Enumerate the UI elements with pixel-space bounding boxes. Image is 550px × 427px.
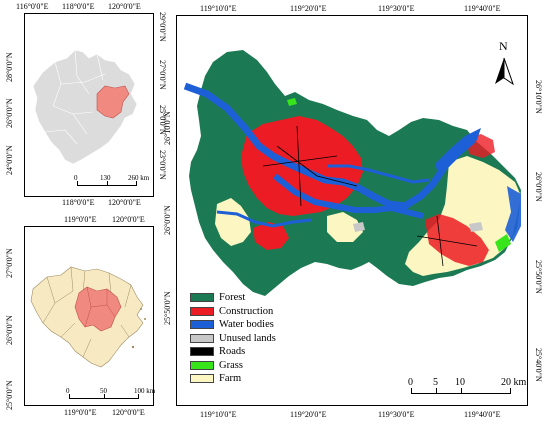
- legend-swatch-roads: [190, 347, 214, 357]
- north-arrow: [495, 57, 514, 86]
- inset2-left-tick-2: 25°0'0"N: [5, 380, 14, 410]
- city-study-area: [74, 286, 122, 332]
- farm-area-west: [215, 198, 251, 246]
- county-boundaries: [44, 49, 106, 145]
- study-area-highlight: [96, 85, 130, 119]
- water-estuary: [435, 128, 481, 176]
- main-top-tick-3: 119°40'0"E: [464, 4, 501, 13]
- water-sea-edge: [505, 186, 521, 242]
- inset2-left-tick-0: 27°0'0"N: [5, 248, 14, 278]
- legend-label-water: Water bodies: [219, 319, 274, 331]
- inset1-left-tick-1: 26°0'0"N: [5, 98, 14, 128]
- legend-label-unused: Unused lands: [219, 332, 276, 344]
- legend-swatch-construction: [190, 306, 214, 316]
- legend-label-farm: Farm: [219, 373, 242, 385]
- city-map-graphic: [30, 266, 146, 368]
- main-scale-label-2: 10: [455, 377, 465, 388]
- inset2-bottom-tick-0: 119°0'0"E: [64, 408, 97, 417]
- province-map-graphic: [32, 49, 138, 165]
- main-scale-label-0: 0: [408, 377, 413, 388]
- legend-item-water: Water bodies: [190, 318, 276, 332]
- roads-network: [262, 125, 478, 267]
- main-right-tick-2: 25°50'0"N: [534, 260, 543, 294]
- unused-land-patch-2: [353, 222, 365, 232]
- main-bottom-tick-0: 119°10'0"E: [200, 410, 237, 419]
- north-arrow-label: N: [499, 39, 508, 53]
- main-right-tick-0: 26°10'0"N: [534, 80, 543, 114]
- water-tributary-west: [216, 210, 312, 228]
- legend-swatch-water: [190, 320, 214, 330]
- grass-patch: [495, 234, 511, 252]
- main-top-tick-0: 119°10'0"E: [200, 4, 237, 13]
- province-shape: [32, 49, 138, 165]
- legend-item-unused: Unused lands: [190, 332, 276, 346]
- main-top-tick-2: 119°30'0"E: [378, 4, 415, 13]
- legend-item-roads: Roads: [190, 345, 276, 359]
- legend-item-construction: Construction: [190, 305, 276, 319]
- legend-item-grass: Grass: [190, 359, 276, 373]
- main-bottom-tick-2: 119°30'0"E: [378, 410, 415, 419]
- main-left-tick-0: 26°10'0"N: [163, 111, 172, 145]
- inset2-left-tick-1: 26°0'0"N: [5, 315, 14, 345]
- main-bottom-tick-3: 119°40'0"E: [464, 410, 501, 419]
- legend-label-roads: Roads: [219, 346, 246, 358]
- legend-swatch-grass: [190, 360, 214, 370]
- main-left-tick-1: 26°0'0"N: [163, 205, 172, 235]
- city-scale-label-2: 100 km: [134, 387, 156, 395]
- legend-swatch-unused: [190, 333, 214, 343]
- legend-label-construction: Construction: [219, 305, 274, 317]
- inset1-right-tick-3: 23°0'0"N: [158, 150, 167, 180]
- main-right-tick-1: 26°0'0"N: [534, 172, 543, 202]
- inset1-left-tick-2: 24°0'0"N: [5, 145, 14, 175]
- inset1-bottom-tick-1: 120°0'0"E: [108, 198, 141, 207]
- land-use-graphic: [183, 50, 521, 296]
- inset1-right-tick-1: 27°0'0"N: [158, 60, 167, 90]
- main-top-tick-1: 119°20'0"E: [290, 4, 327, 13]
- map-legend: Forest Construction Water bodies Unused …: [190, 291, 276, 386]
- farm-area-south: [327, 212, 363, 242]
- inset-province-map: [24, 13, 154, 197]
- inset1-top-tick-2: 120°0'0"E: [108, 2, 141, 11]
- inset2-top-tick-0: 119°0'0"E: [64, 215, 97, 224]
- main-right-tick-3: 25°40'0"N: [534, 348, 543, 382]
- legend-label-forest: Forest: [219, 292, 246, 304]
- city-scale-label-1: 50: [100, 387, 107, 395]
- grass-patch-2: [287, 98, 297, 106]
- legend-item-farm: Farm: [190, 372, 276, 386]
- inset1-top-tick-0: 116°0'0"E: [16, 2, 49, 11]
- inset2-bottom-tick-1: 120°0'0"E: [112, 408, 145, 417]
- water-river-north-branch: [327, 164, 430, 184]
- construction-area-southwest: [253, 222, 289, 250]
- inset1-bottom-tick-0: 118°0'0"E: [62, 198, 95, 207]
- main-bottom-tick-1: 119°20'0"E: [290, 410, 327, 419]
- main-scale-label-3: 20 km: [501, 377, 527, 388]
- legend-swatch-farm: [190, 374, 214, 384]
- legend-swatch-forest: [190, 293, 214, 303]
- city-district-lines: [42, 266, 132, 358]
- province-scale-label-0: 0: [74, 174, 78, 182]
- unused-land-patch: [469, 222, 483, 232]
- inset2-top-tick-1: 120°0'0"E: [112, 215, 145, 224]
- water-river-main: [183, 82, 476, 210]
- city-study-area-lines: [84, 286, 116, 328]
- construction-area-east: [425, 214, 489, 266]
- legend-label-grass: Grass: [219, 359, 243, 371]
- inset1-right-tick-0: 29°0'0"N: [158, 12, 167, 42]
- city-scale-label-0: 0: [66, 387, 70, 395]
- legend-item-forest: Forest: [190, 291, 276, 305]
- main-left-tick-2: 25°50'0"N: [163, 291, 172, 325]
- province-scale-label-2: 260 km: [128, 174, 150, 182]
- main-land-use-map: N Forest Construction Water bodies Unuse…: [176, 15, 528, 406]
- water-river-south-branch: [273, 173, 424, 219]
- inset1-left-tick-0: 28°0'0"N: [5, 52, 14, 82]
- province-scale-label-1: 130: [100, 174, 111, 182]
- main-scale-label-1: 5: [433, 377, 438, 388]
- inset-city-map: [24, 226, 154, 406]
- inset1-top-tick-1: 118°0'0"E: [62, 2, 95, 11]
